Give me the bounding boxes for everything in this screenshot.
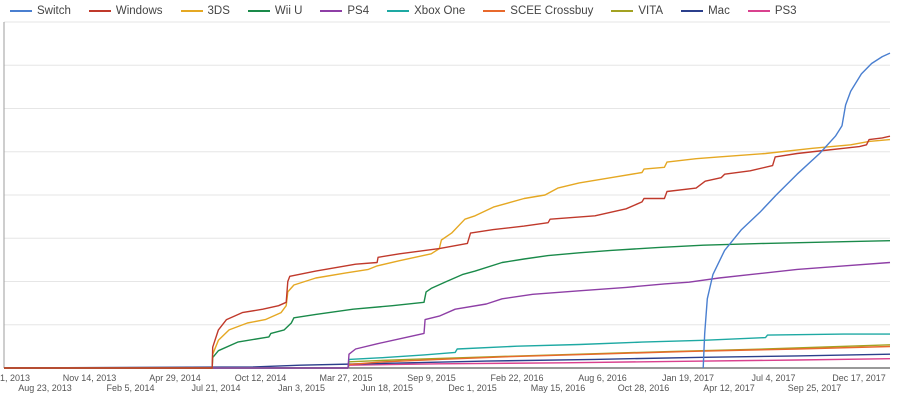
- x-tick-label: Nov 14, 2013: [63, 373, 117, 383]
- x-tick-label: Dec 1, 2015: [448, 383, 497, 393]
- legend-item-scee-crossbuy[interactable]: SCEE Crossbuy: [483, 5, 593, 17]
- series-line-wii-u: [4, 240, 891, 369]
- legend-swatch: [247, 10, 270, 12]
- legend-item-vita[interactable]: VITA: [611, 5, 663, 17]
- legend-swatch: [681, 10, 704, 12]
- x-tick-label: Dec 17, 2017: [832, 373, 886, 383]
- legend-label: SCEE Crossbuy: [510, 5, 594, 17]
- legend-label: VITA: [638, 5, 664, 17]
- series-line-ps3: [4, 358, 891, 369]
- legend-label: Mac: [708, 5, 730, 17]
- chart-legend: Switch Windows 3DS Wii U PS4 Xbox One SCEE Cro…: [0, 0, 900, 22]
- legend-item-mac[interactable]: Mac: [681, 5, 730, 17]
- legend-swatch: [747, 10, 770, 12]
- x-tick-label: Feb 22, 2016: [490, 373, 543, 383]
- legend-label: Xbox One: [414, 5, 466, 17]
- legend-swatch: [483, 10, 506, 12]
- series-line-switch: [702, 52, 891, 369]
- legend-label: PS3: [774, 5, 797, 17]
- x-tick-label: Feb 5, 2014: [106, 383, 154, 393]
- legend-swatch: [180, 10, 203, 12]
- legend-item-ps4[interactable]: PS4: [320, 5, 369, 17]
- x-tick-label: Oct 28, 2016: [618, 383, 670, 393]
- series-line-3ds: [4, 138, 891, 369]
- x-tick-label: Aug 6, 2016: [578, 373, 627, 383]
- x-tick-label: Jan 19, 2017: [662, 373, 714, 383]
- x-tick-label: Aug 23, 2013: [18, 383, 72, 393]
- x-tick-label: May 15, 2016: [531, 383, 586, 393]
- series-line-xbox-one: [4, 333, 890, 369]
- x-tick-label: Sep 25, 2017: [788, 383, 842, 393]
- x-tick-label: 1, 2013: [0, 373, 30, 383]
- legend-swatch: [320, 10, 343, 12]
- legend-item-wii-u[interactable]: Wii U: [247, 5, 303, 17]
- legend-item-ps3[interactable]: PS3: [747, 5, 797, 17]
- legend-item-windows[interactable]: Windows: [88, 5, 163, 17]
- series-line-windows: [4, 135, 891, 369]
- legend-label: PS4: [347, 5, 370, 17]
- legend-item-switch[interactable]: Switch: [10, 5, 71, 17]
- legend-label: Wii U: [274, 5, 303, 17]
- legend-swatch: [387, 10, 410, 12]
- legend-label: 3DS: [207, 5, 230, 17]
- legend-swatch: [10, 10, 32, 12]
- series-line-scee-crossbuy: [4, 345, 891, 369]
- legend-swatch: [611, 10, 634, 12]
- legend-label: Windows: [115, 5, 163, 17]
- legend-label: Switch: [37, 5, 71, 17]
- legend-swatch: [88, 10, 111, 12]
- legend-item-3ds[interactable]: 3DS: [180, 5, 230, 17]
- x-tick-label: Jul 4, 2017: [751, 373, 795, 383]
- x-tick-label: Sep 9, 2015: [407, 373, 456, 383]
- x-tick-label: Mar 27, 2015: [319, 373, 372, 383]
- x-tick-label: Jul 21, 2014: [191, 383, 240, 393]
- series-line-ps4: [4, 261, 891, 369]
- x-tick-label: Oct 12, 2014: [235, 373, 287, 383]
- x-tick-label: Apr 12, 2017: [703, 383, 755, 393]
- legend-item-xbox-one[interactable]: Xbox One: [387, 5, 465, 17]
- series-line-mac: [3, 353, 891, 369]
- x-tick-label: Apr 29, 2014: [149, 373, 201, 383]
- x-tick-label: Jun 18, 2015: [361, 383, 413, 393]
- x-tick-label: Jan 3, 2015: [278, 383, 325, 393]
